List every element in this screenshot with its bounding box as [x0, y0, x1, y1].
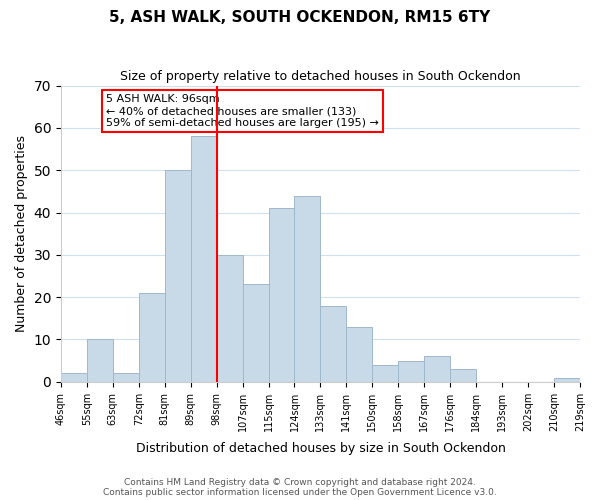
Bar — [295, 196, 320, 382]
Bar — [165, 170, 191, 382]
Bar — [373, 365, 398, 382]
Text: Contains HM Land Registry data © Crown copyright and database right 2024.
Contai: Contains HM Land Registry data © Crown c… — [103, 478, 497, 497]
Y-axis label: Number of detached properties: Number of detached properties — [15, 135, 28, 332]
Bar — [139, 293, 165, 382]
Bar — [191, 136, 217, 382]
X-axis label: Distribution of detached houses by size in South Ockendon: Distribution of detached houses by size … — [136, 442, 505, 455]
Bar — [398, 360, 424, 382]
Bar — [346, 327, 373, 382]
Bar — [61, 374, 87, 382]
Bar — [113, 374, 139, 382]
Bar — [87, 340, 113, 382]
Title: Size of property relative to detached houses in South Ockendon: Size of property relative to detached ho… — [120, 70, 521, 83]
Bar — [217, 255, 242, 382]
Bar — [320, 306, 346, 382]
Bar — [269, 208, 295, 382]
Bar — [242, 284, 269, 382]
Bar — [450, 369, 476, 382]
Text: 5, ASH WALK, SOUTH OCKENDON, RM15 6TY: 5, ASH WALK, SOUTH OCKENDON, RM15 6TY — [109, 10, 491, 25]
Bar — [554, 378, 580, 382]
Bar — [424, 356, 450, 382]
Text: 5 ASH WALK: 96sqm
← 40% of detached houses are smaller (133)
59% of semi-detache: 5 ASH WALK: 96sqm ← 40% of detached hous… — [106, 94, 379, 128]
